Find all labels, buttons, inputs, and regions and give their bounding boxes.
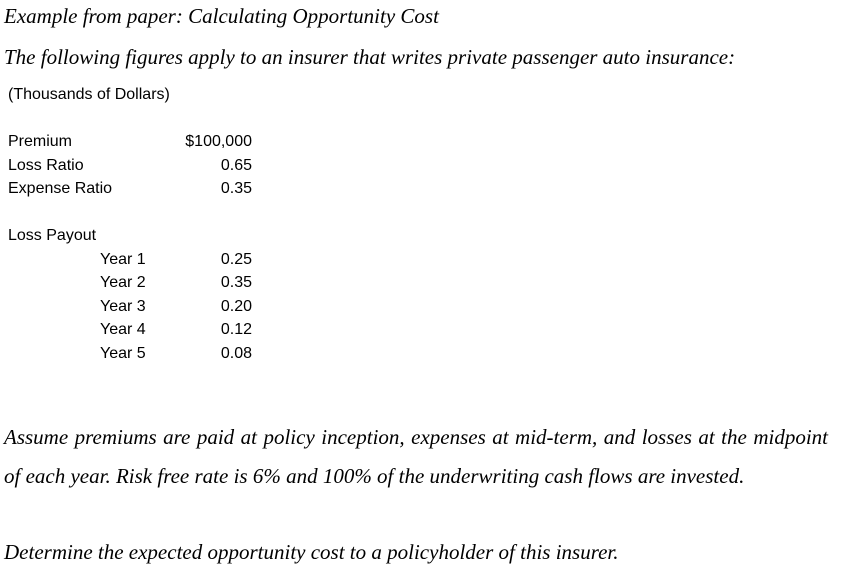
- year-value: 0.20: [220, 298, 252, 315]
- loss-payout-label: Loss Payout: [8, 227, 97, 244]
- year-label: Year 1: [100, 251, 146, 268]
- figure-label-premium: Premium: [8, 133, 73, 150]
- question-text: Determine the expected opportunity cost …: [4, 540, 619, 564]
- year-label: Year 4: [100, 321, 146, 338]
- figure-value-loss-ratio: 0.65: [220, 157, 252, 174]
- year-label: Year 2: [100, 274, 146, 291]
- figure-label-loss-ratio: Loss Ratio: [8, 157, 84, 174]
- year-value: 0.12: [220, 321, 252, 338]
- figure-label-expense-ratio: Expense Ratio: [8, 180, 113, 197]
- assumption-paragraph: Assume premiums are paid at policy incep…: [4, 425, 828, 488]
- year-label: Year 5: [100, 345, 146, 362]
- figure-value-premium: $100,000: [185, 133, 252, 150]
- year-label: Year 3: [100, 298, 146, 315]
- heading: Example from paper: Calculating Opportun…: [4, 4, 439, 28]
- year-value: 0.35: [220, 274, 252, 291]
- year-value: 0.25: [220, 251, 252, 268]
- figure-value-expense-ratio: 0.35: [220, 180, 252, 197]
- year-value: 0.08: [220, 345, 252, 362]
- intro-text: The following figures apply to an insure…: [4, 45, 736, 69]
- units-note: (Thousands of Dollars): [8, 86, 170, 103]
